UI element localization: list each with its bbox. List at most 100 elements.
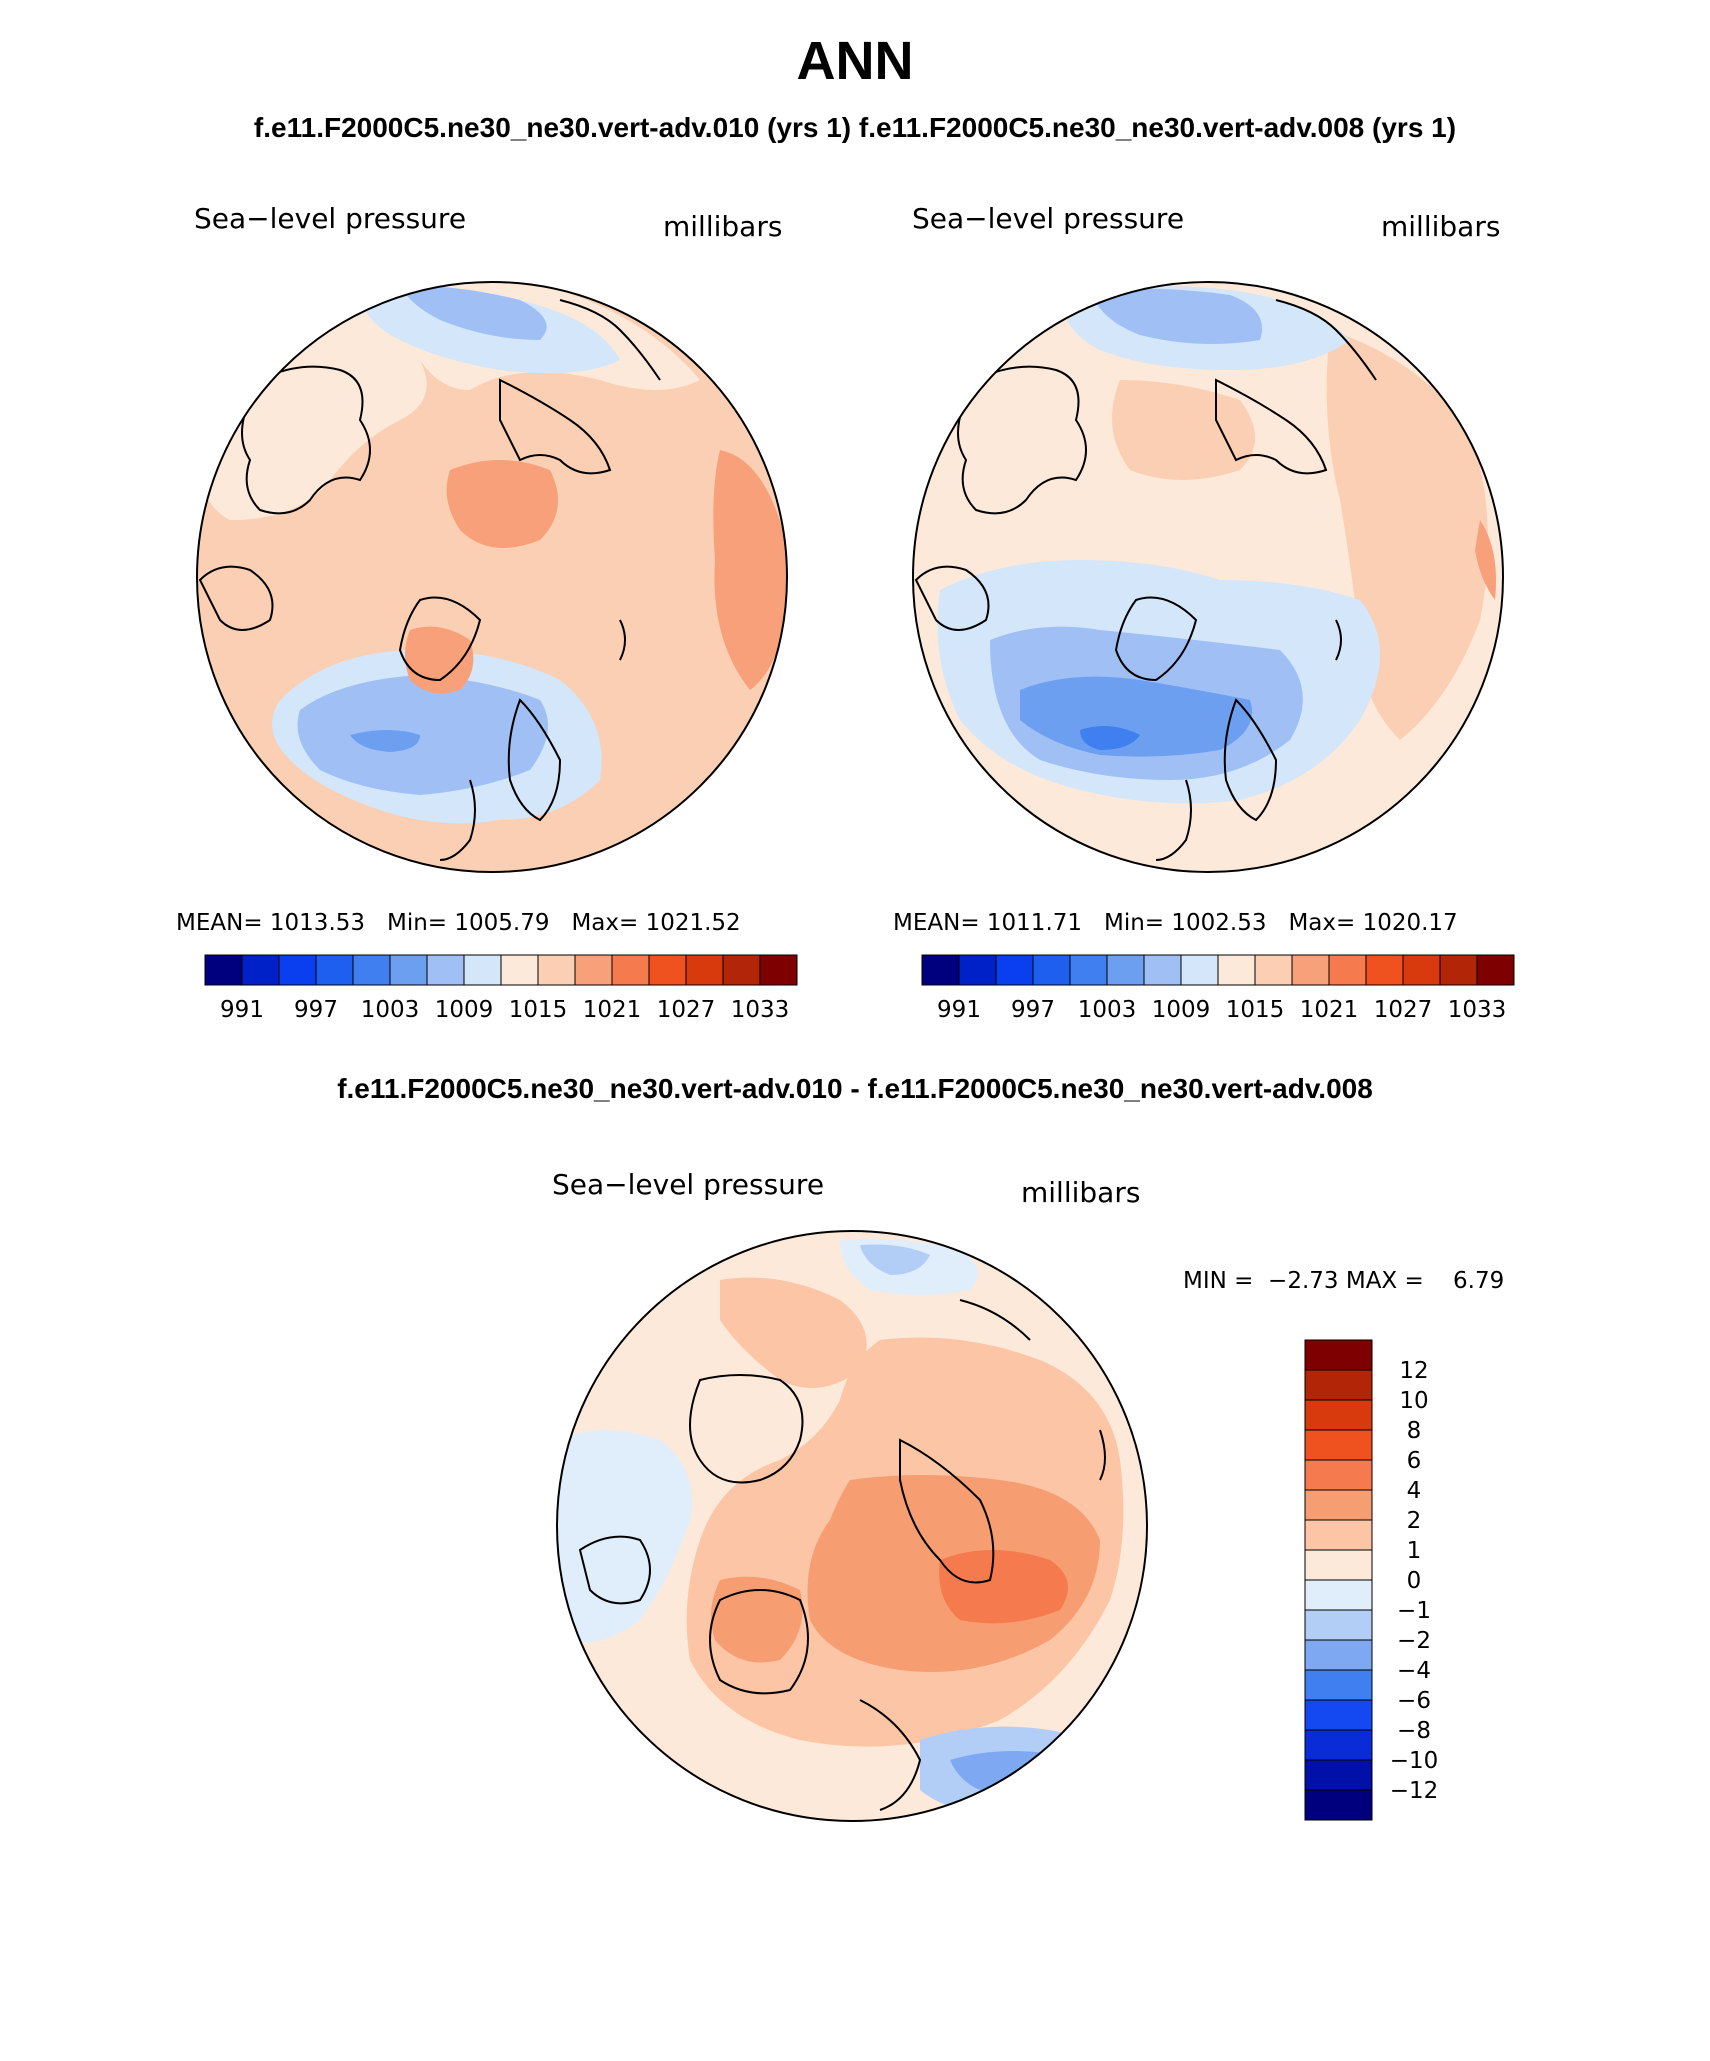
figure-title: ANN: [796, 31, 914, 91]
panel2-colorbar-tick-label: 1009: [1152, 997, 1211, 1023]
panel2-colorbar-swatch: [1328, 954, 1367, 986]
panel2-colorbar-swatch: [1365, 954, 1404, 986]
panel2-colorbar-swatch: [995, 954, 1034, 986]
panel3-colorbar-swatch: [1304, 1489, 1373, 1521]
panel1-field-greenland: [405, 626, 474, 694]
panel1-field-base: [197, 282, 787, 872]
panel3-colorbar-swatch: [1304, 1459, 1373, 1491]
panel3-colorbar-swatch: [1304, 1579, 1373, 1611]
panel1-field-low-n: [360, 286, 620, 374]
panel3-field-low-north-core: [860, 1244, 930, 1275]
panel3-field-high-north: [720, 1277, 867, 1388]
panel3-field-low-south: [920, 1726, 1120, 1815]
panel2-field-low-atl-inner: [1020, 676, 1252, 757]
panel2-min-value: 1002.53: [1171, 910, 1267, 936]
subtitle-left: f.e11.F2000C5.ne30_ne30.vert-adv.010 (yr…: [253, 112, 852, 143]
panel3-colorbar-tick-label: 8: [1407, 1418, 1422, 1444]
panel3-colorbar-tick-label: 12: [1399, 1358, 1428, 1384]
panel3-colorbar-swatch: [1304, 1399, 1373, 1431]
panel1-colorbar-tick-label: 1021: [583, 997, 642, 1023]
panel3-colorbar-swatch: [1304, 1759, 1373, 1791]
panel1-colorbar: 991 997 1003 1009 1015 1021 1027 1033: [204, 954, 798, 1023]
panel1-units: millibars: [663, 210, 783, 243]
run-titles: f.e11.F2000C5.ne30_ne30.vert-adv.010 (yr…: [0, 112, 1710, 144]
panel3-colorbar-tick-label: −6: [1397, 1688, 1431, 1714]
panel2-colorbar-tick-label: 991: [937, 997, 981, 1023]
panel3-field: [557, 1231, 1147, 1821]
panel1-colorbar-swatch: [241, 954, 280, 986]
panel1-field-low-atl-core: [350, 730, 420, 752]
panel2-field-high-center: [1112, 380, 1255, 480]
panel3-colorbar-swatch: [1304, 1519, 1373, 1551]
panel3-colorbar-tick-label: 10: [1399, 1388, 1428, 1414]
panel2-colorbar-swatch: [1069, 954, 1108, 986]
panel2-max-label: Max=: [1288, 910, 1356, 936]
panel1-colorbar-tick-label: 997: [294, 997, 338, 1023]
panel2-colorbar-tick-label: 1033: [1448, 997, 1507, 1023]
panel2-colorbar-swatch: [1217, 954, 1256, 986]
panel1-field-low-atl: [272, 650, 602, 824]
panel1-colorbar-swatch: [315, 954, 354, 986]
panel1-field-west: [197, 298, 427, 520]
panel3-colorbar-tick-label: −8: [1397, 1718, 1431, 1744]
panel2-colorbar-tick-label: 997: [1011, 997, 1055, 1023]
panel3-field-high-mid: [807, 1475, 1100, 1672]
panel1-colorbar-swatch: [611, 954, 650, 986]
panel1-field: [197, 282, 787, 872]
panel3-colorbar-tick-label: 0: [1407, 1568, 1422, 1594]
panel2-variable-title: Sea−level pressure: [912, 202, 1185, 235]
panel3-min-value: −2.73: [1268, 1268, 1339, 1294]
panel3-colorbar-swatch: [1304, 1789, 1373, 1821]
panel1-colorbar-swatch: [352, 954, 391, 986]
panel2-field-base: [913, 282, 1503, 872]
panel1-max-value: 1021.52: [645, 910, 741, 936]
panel1-colorbar-tick-label: 991: [220, 997, 264, 1023]
panel2-field-low-atl-core: [1080, 726, 1140, 750]
panel1-field-low-atl-mid: [297, 675, 548, 795]
panel3-coastlines: [578, 1299, 1106, 1811]
panel1-variable-title: Sea−level pressure: [194, 202, 467, 235]
panel3-field-high-greenland: [711, 1576, 803, 1663]
panel2-mean-value: 1011.71: [986, 910, 1083, 936]
panel1-colorbar-swatch: [722, 954, 761, 986]
panel1-colorbar-swatch: [389, 954, 428, 986]
panel2-max-value: 1020.17: [1362, 910, 1458, 936]
panel3-field-high-main: [686, 1337, 1124, 1747]
panel1-colorbar-swatch: [278, 954, 317, 986]
panel3-field-base: [557, 1231, 1147, 1821]
panel2-field-low-atl-mid: [990, 626, 1303, 780]
panel1-field-high-center: [446, 460, 558, 548]
panel1-colorbar-swatch: [500, 954, 539, 986]
panel3-max-value: 6.79: [1453, 1268, 1505, 1294]
panel2-colorbar-tick-label: 1021: [1300, 997, 1359, 1023]
panel3-field-low-south-core: [950, 1751, 1060, 1795]
panel2-colorbar-tick-label: 1027: [1374, 997, 1433, 1023]
panel1-map-border: [196, 281, 788, 873]
panel3-max-label: MAX =: [1345, 1268, 1424, 1294]
panel2-field-low-n: [1060, 285, 1350, 370]
panel3-units: millibars: [1021, 1176, 1141, 1209]
panel2-field-high-east: [1326, 330, 1488, 740]
panel2-colorbar-swatch: [1476, 954, 1515, 986]
panel3-colorbar-tick-label: −12: [1390, 1778, 1439, 1804]
panel2-field: [913, 282, 1503, 872]
panel2-map-border: [912, 281, 1504, 873]
panel3-colorbar-tick-label: 4: [1407, 1478, 1422, 1504]
panel3-colorbar-swatch: [1304, 1669, 1373, 1701]
panel3-colorbar-tick-label: 1: [1407, 1538, 1422, 1564]
panel2-colorbar-swatch: [1402, 954, 1441, 986]
panel2-field-low-atl: [937, 560, 1380, 804]
panel3-min-label: MIN =: [1183, 1268, 1254, 1294]
panel2-colorbar-swatch: [958, 954, 997, 986]
panel2-colorbar-swatch: [921, 954, 960, 986]
panel2-mean-label: MEAN=: [893, 910, 980, 936]
panel1-coastlines: [198, 299, 661, 861]
panel3-field-low-north: [840, 1238, 978, 1295]
panel2-colorbar-swatch: [1143, 954, 1182, 986]
panel2-colorbar: 991 997 1003 1009 1015 1021 1027 1033: [921, 954, 1515, 1023]
panel1-colorbar-tick-label: 1033: [731, 997, 790, 1023]
panel3-stats: MIN = −2.73 MAX = 6.79: [1183, 1268, 1504, 1294]
panel3-colorbar-tick-label: −10: [1390, 1748, 1439, 1774]
panel2-colorbar-tick-label: 1015: [1226, 997, 1285, 1023]
